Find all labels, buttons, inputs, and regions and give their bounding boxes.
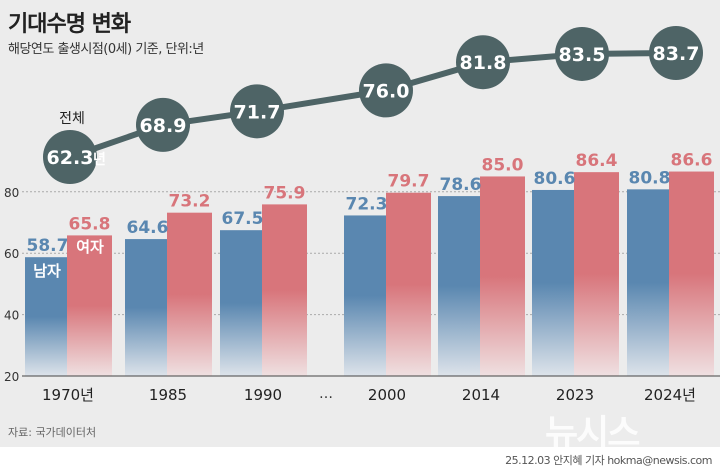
bar-label-male: 64.6	[127, 218, 169, 238]
bar-label-male: 72.3	[346, 194, 388, 214]
total-unit: 년	[93, 152, 106, 168]
bar-label-male: 67.5	[222, 209, 264, 229]
bar-female	[480, 176, 525, 376]
total-label: 68.9	[140, 115, 187, 137]
x-tick-label: 2023	[556, 386, 594, 404]
chart: 20 40 60 80 58.765.8 1970년 64.673.2 1985 67.575.…	[4, 26, 720, 404]
bar-label-male: 58.7	[27, 236, 69, 256]
x-tick-label: 2000	[368, 386, 406, 404]
bar-female	[67, 235, 112, 376]
total-label: 76.0	[363, 80, 410, 102]
watermark-logo: 뉴시스	[545, 413, 640, 454]
x-tick-label: 1985	[149, 386, 187, 404]
credit: 25.12.03 안지혜 기자 hokma@newsis.com	[505, 454, 712, 467]
bar-label-female: 75.9	[264, 183, 306, 203]
legend-female: 여자	[76, 238, 104, 256]
x-tick-label: 1990	[244, 386, 282, 404]
bar-label-female: 86.4	[576, 151, 618, 171]
bar-label-female: 79.7	[388, 172, 430, 192]
bar-label-female: 73.2	[169, 192, 211, 212]
bar-male	[532, 189, 577, 376]
total-label: 62.3	[47, 147, 94, 169]
total-label: 71.7	[234, 101, 281, 123]
y-tick-label: 80	[4, 186, 19, 200]
bar-male	[125, 239, 170, 376]
bar-female	[167, 212, 212, 376]
bar-label-male: 80.6	[534, 169, 576, 189]
total-label: 83.7	[653, 43, 700, 65]
bar-label-male: 78.6	[440, 175, 482, 195]
bar-male	[627, 189, 672, 376]
bar-female	[386, 192, 431, 376]
total-marker	[555, 26, 609, 81]
chart-subtitle: 해당연도 출생시점(0세) 기준, 단위:년	[8, 42, 204, 57]
total-marker	[359, 63, 413, 118]
bar-female	[262, 204, 307, 376]
bar-male	[438, 196, 483, 376]
x-tick-label: 2024년	[644, 386, 696, 404]
total-marker	[136, 97, 190, 152]
total-marker	[456, 35, 510, 90]
bar-female	[669, 171, 714, 376]
y-tick-label: 40	[4, 309, 19, 323]
bar-male	[344, 215, 389, 376]
legend-male: 남자	[33, 262, 61, 280]
bar-label-female: 65.8	[69, 214, 111, 234]
x-tick-label: 2014	[462, 386, 500, 404]
bar-female	[574, 172, 619, 376]
gap-marker: …	[319, 386, 333, 402]
source-note: 자료: 국가데이터처	[8, 426, 97, 439]
bar-male	[25, 257, 70, 376]
total-marker	[43, 130, 97, 184]
bar-label-female: 86.6	[671, 151, 713, 171]
bar-label-female: 85.0	[482, 155, 524, 175]
y-tick-label: 60	[4, 247, 19, 261]
total-marker	[649, 26, 703, 80]
total-marker	[230, 84, 284, 139]
total-label: 81.8	[460, 52, 507, 74]
bar-male	[220, 230, 265, 376]
x-tick-label: 1970년	[42, 386, 94, 404]
chart-title: 기대수명 변화	[8, 12, 131, 37]
total-label: 83.5	[559, 44, 606, 66]
total-series-label: 전체	[59, 111, 85, 127]
bar-label-male: 80.8	[629, 168, 671, 188]
y-tick-label: 20	[4, 370, 19, 384]
